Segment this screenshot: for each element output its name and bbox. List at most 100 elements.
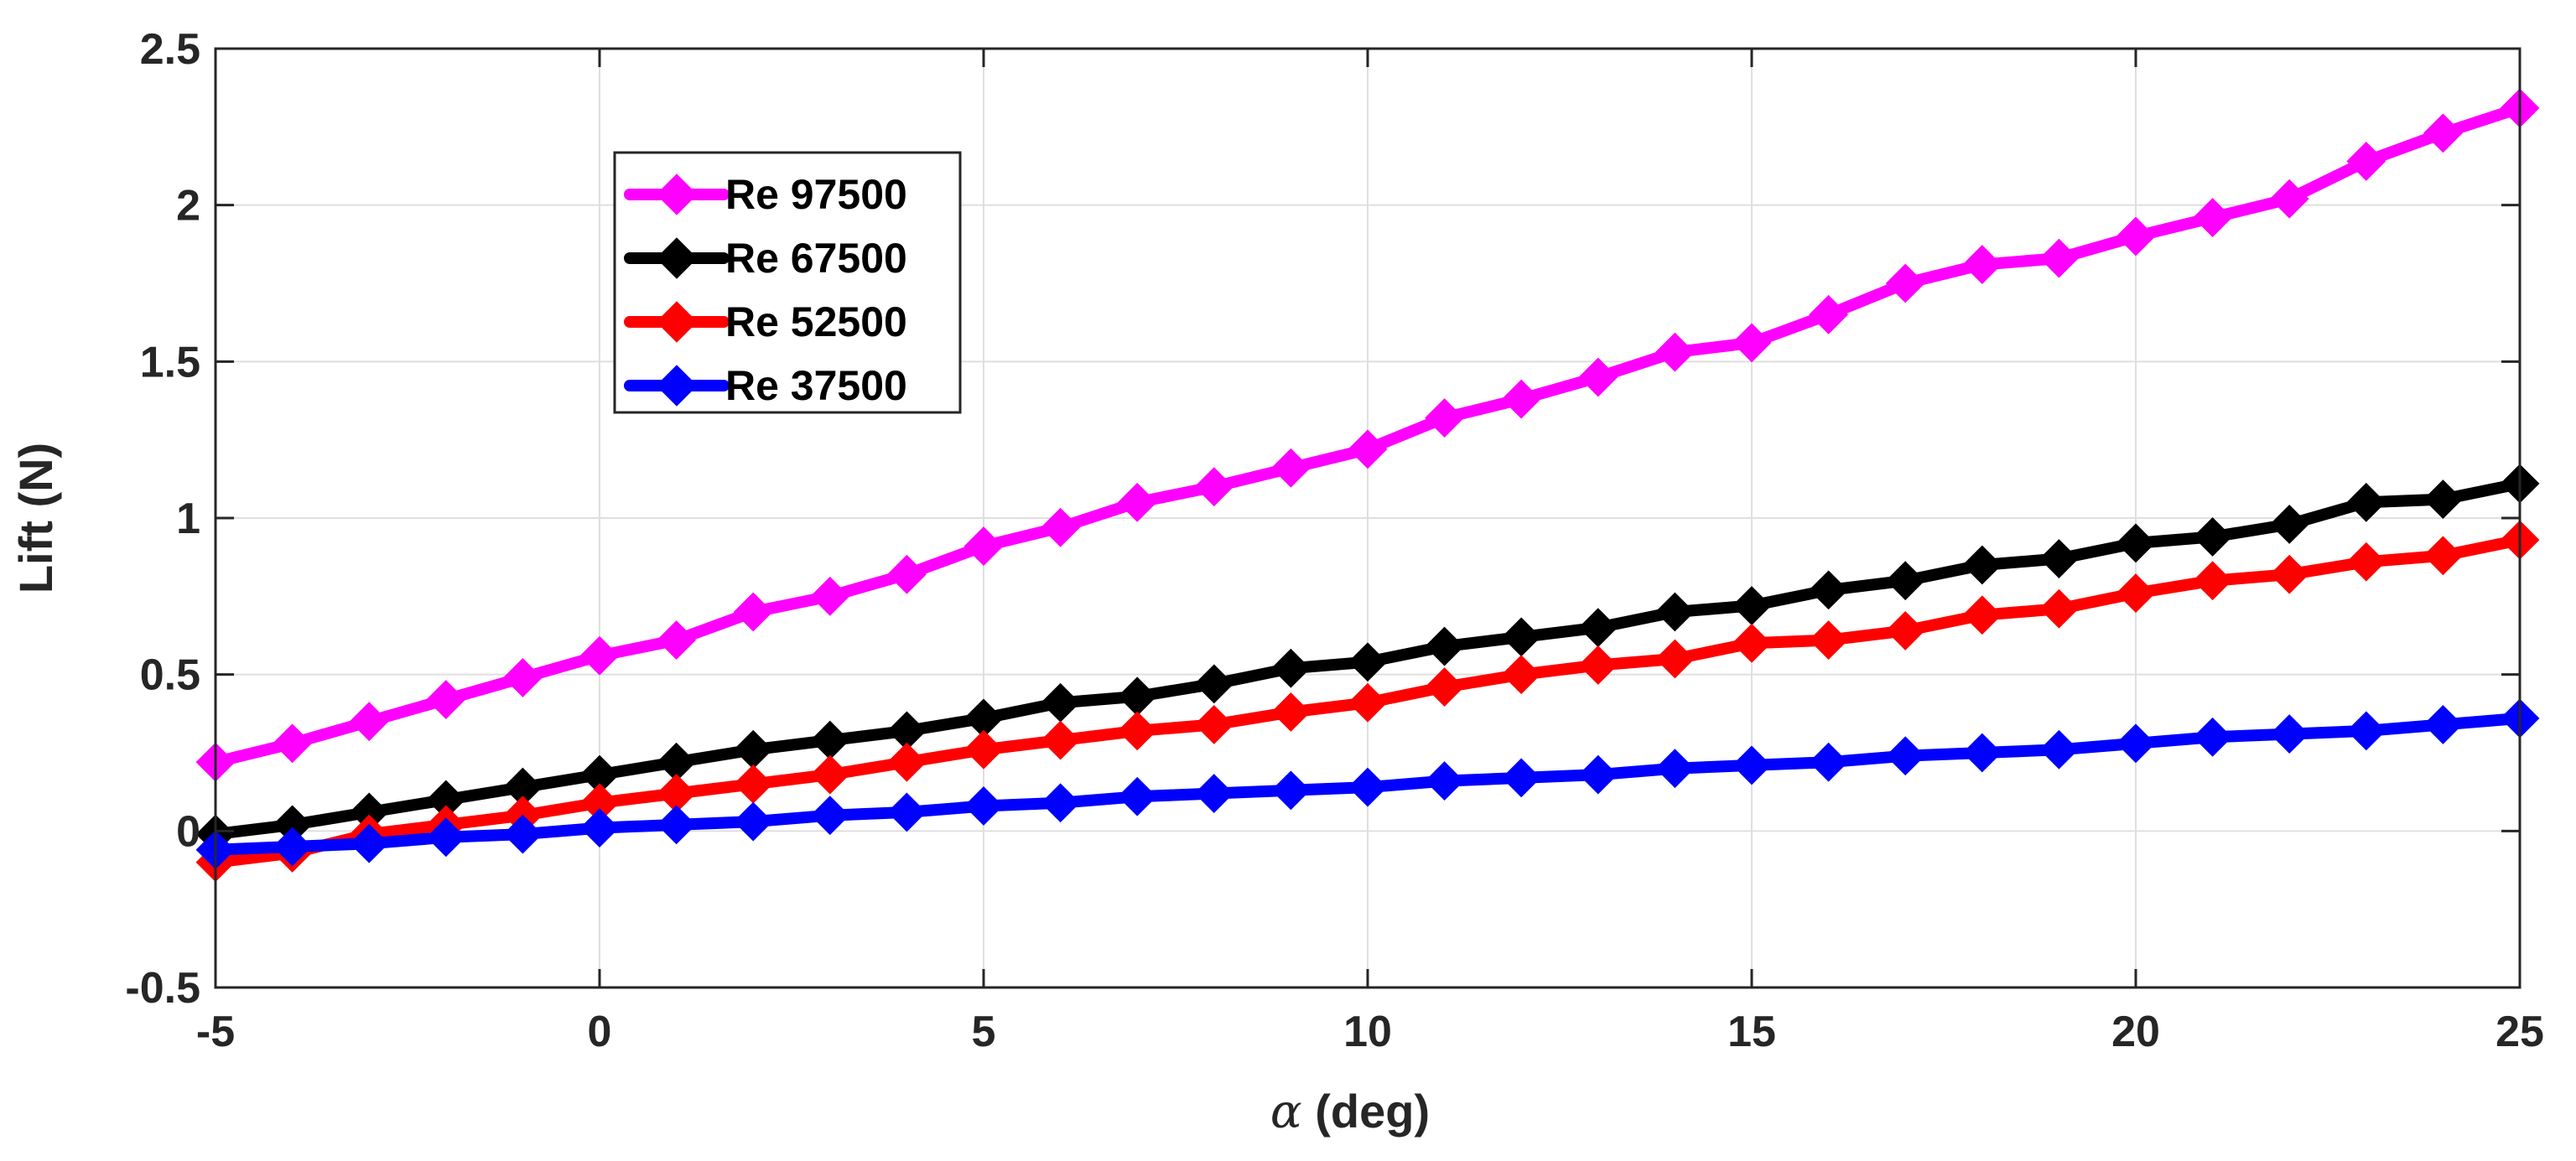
x-tick-label: 10 xyxy=(1343,1008,1392,1056)
series-re-97500 xyxy=(195,88,2540,782)
legend-swatch-marker xyxy=(656,365,698,407)
data-point xyxy=(2038,238,2079,278)
series-re-37500 xyxy=(195,698,2540,870)
data-point xyxy=(1194,774,1234,813)
grid-lines xyxy=(215,48,2521,988)
data-point xyxy=(273,723,313,764)
data-point xyxy=(2423,704,2463,744)
data-point xyxy=(349,823,389,863)
data-point xyxy=(426,817,466,858)
data-point xyxy=(657,805,697,845)
data-point xyxy=(1270,448,1311,488)
y-tick-label: 2 xyxy=(176,182,200,231)
x-tick-label: -5 xyxy=(196,1008,235,1056)
legend-item: Re 67500 xyxy=(624,235,907,282)
data-point xyxy=(1117,482,1157,522)
data-point xyxy=(1578,754,1618,795)
tick-labels: -5 0 5 10 15 20 25 -0.5 0 0.5 1 1.5 2 2.5 xyxy=(125,25,2544,1056)
data-point xyxy=(2193,717,2233,757)
data-point xyxy=(1885,263,1925,303)
data-point xyxy=(1809,620,1849,661)
x-axis-label-symbol: α xyxy=(1270,1085,1302,1139)
data-point xyxy=(1654,332,1695,372)
data-point xyxy=(810,796,850,836)
y-tick-label: 1 xyxy=(176,495,200,543)
legend-item: Re 52500 xyxy=(624,298,907,345)
data-point xyxy=(1501,655,1541,695)
data-point xyxy=(1348,642,1388,682)
legend-label: Re 37500 xyxy=(725,362,907,409)
data-point xyxy=(1270,692,1311,732)
data-point xyxy=(1348,767,1388,807)
data-point xyxy=(1962,245,2002,285)
data-point xyxy=(1732,623,1772,663)
data-point xyxy=(886,742,927,782)
data-point xyxy=(2346,141,2386,181)
data-point xyxy=(1117,776,1157,816)
data-point xyxy=(1425,667,1465,707)
data-point xyxy=(2346,542,2386,582)
data-point xyxy=(426,680,466,719)
data-point xyxy=(810,754,850,795)
data-point xyxy=(1425,761,1465,801)
data-point xyxy=(1809,294,1849,334)
legend-item: Re 97500 xyxy=(624,171,907,218)
data-point xyxy=(2193,198,2233,238)
x-tick-label: 15 xyxy=(1727,1008,1776,1056)
data-point xyxy=(1962,733,2002,773)
data-point xyxy=(1501,758,1541,798)
data-point xyxy=(1348,429,1388,469)
data-point xyxy=(1578,645,1618,685)
data-point xyxy=(1885,736,1925,776)
data-point xyxy=(579,635,620,676)
data-point xyxy=(2038,539,2079,578)
x-tick-label: 25 xyxy=(2496,1008,2544,1056)
data-point xyxy=(963,786,1004,826)
data-point xyxy=(1501,379,1541,419)
data-point xyxy=(1654,639,1695,679)
series-layer xyxy=(195,88,2540,883)
data-point xyxy=(1809,742,1849,782)
data-point xyxy=(2193,516,2233,557)
data-point xyxy=(1270,770,1311,811)
data-point xyxy=(1885,610,1925,650)
legend-label: Re 67500 xyxy=(725,235,907,282)
data-point xyxy=(349,702,389,742)
data-point xyxy=(2269,714,2309,754)
data-point xyxy=(1041,507,1081,547)
data-point xyxy=(2269,554,2309,594)
y-tick-label: 1.5 xyxy=(140,338,200,386)
data-point xyxy=(886,792,927,832)
x-axis-label-text: (deg) xyxy=(1302,1085,1430,1138)
data-point xyxy=(502,657,543,697)
y-tick-label: 0.5 xyxy=(140,651,200,700)
data-point xyxy=(1962,595,2002,635)
y-axis-label: Lift (N) xyxy=(9,443,62,593)
data-point xyxy=(657,620,697,661)
data-point xyxy=(1578,357,1618,397)
axes-frame xyxy=(214,47,2521,989)
data-point xyxy=(1041,783,1081,823)
legend-swatch-marker xyxy=(656,174,698,215)
data-point xyxy=(1962,545,2002,585)
data-point xyxy=(1270,648,1311,688)
data-point xyxy=(2038,588,2079,629)
legend-label: Re 52500 xyxy=(725,298,907,345)
data-point xyxy=(1425,398,1465,438)
data-point xyxy=(733,592,773,632)
data-point xyxy=(579,808,620,848)
data-point xyxy=(1194,704,1234,744)
data-point xyxy=(2423,536,2463,576)
data-point xyxy=(1654,749,1695,789)
data-point xyxy=(2116,523,2156,563)
data-point xyxy=(502,814,543,854)
data-point xyxy=(2269,179,2309,219)
data-point xyxy=(733,801,773,842)
x-tick-label: 0 xyxy=(588,1008,612,1056)
data-point xyxy=(963,526,1004,567)
series-re-52500 xyxy=(195,520,2540,883)
data-point xyxy=(2269,505,2309,544)
data-point xyxy=(2193,561,2233,601)
data-point xyxy=(1732,323,1772,363)
data-point xyxy=(2346,711,2386,751)
